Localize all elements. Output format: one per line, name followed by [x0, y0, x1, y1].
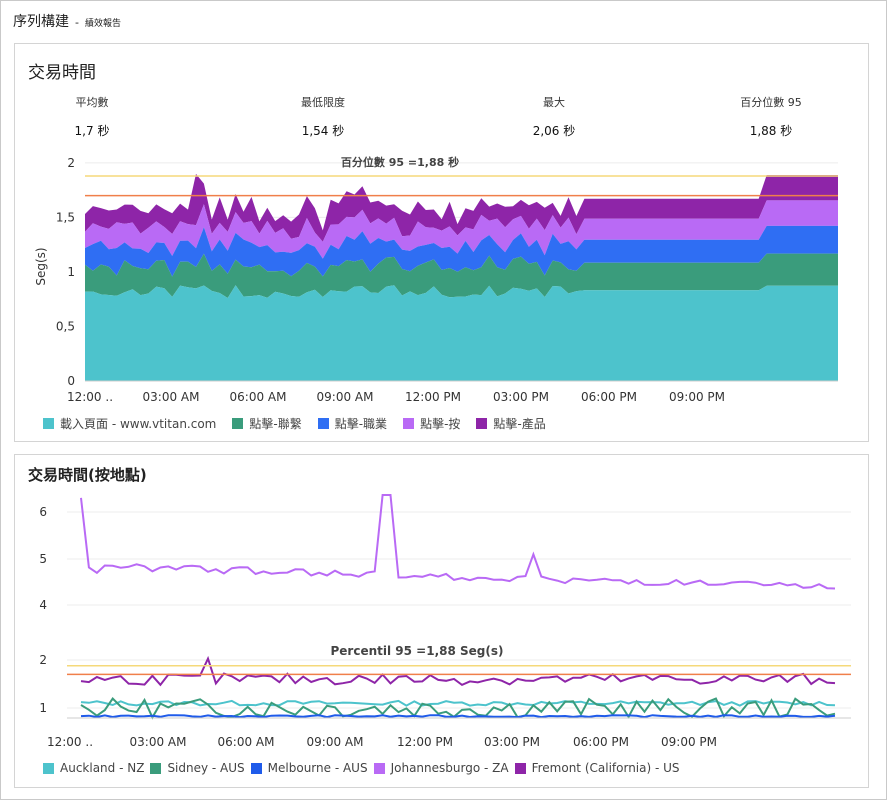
y-tick-label: 1 — [39, 701, 47, 715]
legend-item[interactable]: Auckland - NZ — [43, 761, 144, 775]
y-tick-label: 0,5 — [56, 319, 75, 333]
legend-swatch — [150, 762, 162, 774]
stat-value: 1,7 秒 — [74, 124, 110, 138]
legend-label: Melbourne - AUS — [267, 761, 368, 775]
legend-item[interactable]: 點擊-按 — [403, 415, 460, 432]
stacked-area-chart: 0 0,5 1 1,5 2 Seg(s) 百分位數 95 =1,88 秒 12:00 .. 03… — [34, 155, 838, 404]
line-series — [80, 697, 836, 720]
legend-label: 載入頁面 - www.vtitan.com — [60, 417, 217, 431]
reference-line-label: 百分位數 95 =1,88 秒 — [341, 155, 459, 169]
legend-label: 點擊-聯繫 — [249, 417, 302, 431]
legend-item[interactable]: 點擊-聯繫 — [232, 415, 302, 432]
stat-value: 1,54 秒 — [301, 124, 345, 138]
x-tick-label: 03:00 AM — [130, 735, 187, 749]
area-series — [85, 285, 838, 381]
transaction-time-panel: 交易時間 平均數 1,7 秒 最低限度 1,54 秒 最大 2,06 秒 百分位… — [14, 43, 869, 442]
legend-item[interactable]: 點擊-職業 — [317, 415, 388, 432]
line-series — [80, 494, 836, 590]
area-series — [85, 173, 838, 242]
y-tick-label: 2 — [39, 653, 47, 667]
stat-value: 2,06 秒 — [532, 124, 576, 138]
stat-label: 平均數 — [75, 96, 109, 109]
x-tick-label: 09:00 PM — [669, 390, 725, 404]
stat-label: 最大 — [543, 96, 565, 109]
legend-label: 點擊-按 — [420, 417, 461, 431]
x-tick-label: 12:00 .. — [67, 390, 113, 404]
stat-value: 1,88 秒 — [749, 124, 793, 138]
x-tick-label: 03:00 AM — [143, 390, 200, 404]
x-tick-label: 06:00 PM — [573, 735, 629, 749]
legend-swatch — [232, 418, 244, 429]
x-tick-label: 06:00 AM — [230, 390, 287, 404]
y-tick-label: 2 — [67, 156, 75, 170]
legend-swatch — [43, 762, 54, 774]
x-tick-label: 09:00 PM — [661, 735, 717, 749]
area-series — [85, 225, 838, 277]
area-series — [85, 253, 838, 298]
x-tick-label: 12:00 PM — [397, 735, 453, 749]
x-tick-label: 12:00 PM — [405, 390, 461, 404]
legend-label: Johannesburgo - ZA — [390, 761, 509, 775]
x-tick-label: 06:00 PM — [581, 390, 637, 404]
stat-percentile-95: 百分位數 95 1,88 秒 — [701, 94, 841, 139]
y-tick-label: 0 — [67, 374, 75, 388]
stat-maximum: 最大 2,06 秒 — [484, 94, 624, 139]
legend-label: 點擊-職業 — [334, 417, 388, 431]
legend-label: Fremont (California) - US — [531, 761, 680, 775]
report-header: 序列構建 - 績效報告 — [13, 11, 121, 31]
stat-label: 百分位數 95 — [740, 96, 802, 109]
transaction-time-by-location-panel: 交易時間(按地點) 1 2 4 5 6 Percentil 95 =1,88 Seg(s)… — [14, 454, 869, 788]
legend-label: Auckland - NZ — [60, 761, 145, 775]
stat-minimum: 最低限度 1,54 秒 — [253, 94, 393, 139]
legend-swatch — [43, 418, 54, 429]
x-tick-label: 03:00 PM — [484, 735, 540, 749]
y-tick-label: 5 — [39, 552, 47, 566]
stat-label: 最低限度 — [301, 96, 345, 109]
legend-item[interactable]: Melbourne - AUS — [250, 761, 368, 775]
area-series — [85, 200, 838, 259]
x-tick-label: 06:00 AM — [218, 735, 275, 749]
y-tick-label: 1,5 — [56, 210, 75, 224]
x-tick-label: 09:00 AM — [307, 735, 364, 749]
legend-swatch — [514, 762, 526, 774]
line-series — [80, 655, 836, 687]
x-tick-label: 03:00 PM — [493, 390, 549, 404]
panel-title: 交易時間(按地點) — [28, 466, 147, 484]
legend-swatch — [476, 418, 488, 429]
legend-label: 點擊-產品 — [493, 417, 546, 431]
panel-title: 交易時間 — [28, 63, 96, 83]
x-tick-label: 09:00 AM — [317, 390, 374, 404]
reference-line-label: Percentil 95 =1,88 Seg(s) — [331, 644, 504, 658]
legend-swatch — [403, 418, 415, 429]
chart-legend: 載入頁面 - www.vtitan.com 點擊-聯繫 點擊-職業 點擊-按 點… — [43, 415, 562, 432]
report-subtitle: 績效報告 — [84, 19, 121, 29]
y-axis-label: Seg(s) — [34, 247, 48, 285]
line-series — [80, 714, 836, 719]
x-tick-label: 12:00 .. — [47, 735, 93, 749]
legend-item[interactable]: Fremont (California) - US — [514, 761, 680, 775]
legend-swatch — [317, 418, 329, 429]
y-tick-label: 1 — [67, 265, 75, 279]
line-chart: 1 2 4 5 6 Percentil 95 =1,88 Seg(s) 12:00 .. 03… — [39, 494, 851, 749]
legend-item[interactable]: Sidney - AUS — [150, 761, 245, 775]
legend-item[interactable]: Johannesburgo - ZA — [373, 761, 509, 775]
legend-swatch — [250, 762, 262, 774]
y-tick-label: 6 — [39, 505, 47, 519]
legend-swatch — [373, 762, 385, 774]
report-title: 序列構建 — [13, 14, 69, 30]
legend-item[interactable]: 載入頁面 - www.vtitan.com — [43, 415, 216, 432]
header-separator: - — [75, 16, 79, 29]
legend-item[interactable]: 點擊-產品 — [476, 415, 546, 432]
stat-average: 平均數 1,7 秒 — [22, 94, 162, 139]
chart-legend: Auckland - NZ Sidney - AUS Melbourne - A… — [43, 761, 686, 775]
legend-label: Sidney - AUS — [167, 761, 245, 775]
y-tick-label: 4 — [39, 598, 47, 612]
